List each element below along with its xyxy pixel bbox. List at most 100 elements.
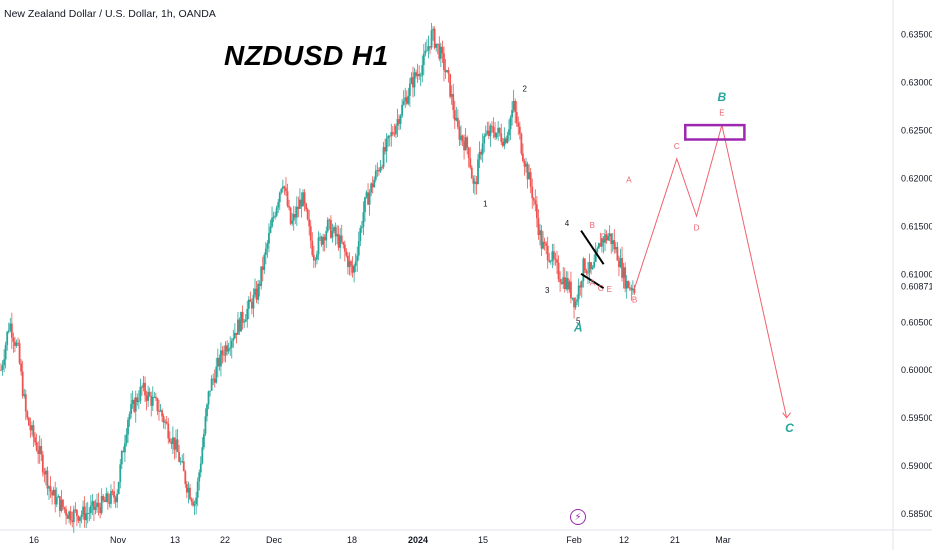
candle-body [387, 135, 390, 139]
candle-body [283, 186, 286, 189]
candle-body [379, 167, 382, 172]
candle-body [322, 236, 325, 245]
candle-body [562, 277, 565, 285]
candle-body [113, 491, 115, 498]
candle-body [3, 359, 5, 366]
candle-body [548, 260, 551, 262]
candle-body [610, 233, 613, 245]
candle-body [83, 506, 86, 521]
candle-body [316, 254, 318, 260]
candle-body [86, 513, 89, 514]
candle-body [75, 509, 78, 517]
candle-body [213, 378, 216, 383]
candle-body [351, 265, 354, 273]
candle-body [255, 288, 258, 300]
candle-body [139, 386, 142, 401]
candle-body [137, 400, 140, 402]
lightning-bolt-icon[interactable]: ⚡ [570, 509, 586, 525]
candle-body [605, 234, 608, 241]
candle-body [604, 234, 606, 243]
candle-body [539, 230, 541, 235]
candle-body [545, 243, 548, 246]
x-tick-label: Nov [110, 535, 127, 545]
candle-body [512, 100, 515, 110]
candle-body [508, 129, 510, 136]
y-tick-label: 0.60000 [901, 365, 932, 375]
candle-body [608, 233, 611, 237]
candle-body [275, 207, 278, 216]
wave-label: 4 [565, 219, 570, 228]
candle-body [531, 186, 534, 199]
candle-body [189, 487, 191, 499]
x-tick-label: 15 [478, 535, 488, 545]
wave-label: B [590, 221, 595, 230]
candle-body [153, 396, 156, 398]
candle-body [429, 46, 431, 48]
candle-body [94, 506, 97, 510]
projection-line [634, 124, 788, 418]
candle-body [480, 151, 483, 155]
candle-body [522, 153, 524, 162]
candle-body [419, 75, 422, 77]
candle-body [497, 127, 500, 133]
candle-body [535, 204, 538, 219]
candle-body [574, 301, 577, 308]
candle-body [504, 138, 507, 143]
candle-body [303, 192, 306, 204]
candle-body [469, 158, 472, 168]
candle-body [599, 243, 602, 247]
candle-body [215, 366, 218, 383]
candle-body [573, 297, 575, 308]
y-tick-label: 0.62000 [901, 173, 932, 183]
y-tick-label: 0.59500 [901, 413, 932, 423]
candle-body [602, 238, 605, 243]
candle-body [97, 502, 100, 508]
candle-body [619, 257, 622, 268]
candle-body [196, 481, 199, 498]
candle-body [127, 419, 129, 435]
candle-body [633, 288, 636, 293]
candle-body [288, 205, 290, 208]
candle-body [518, 126, 521, 134]
wave-label: E [719, 109, 724, 118]
candle-body [412, 77, 414, 88]
candle-body [206, 404, 208, 417]
candle-body [192, 501, 194, 506]
candle-body [551, 251, 554, 262]
candle-body [29, 425, 32, 431]
candle-body [515, 111, 518, 124]
candle-body [299, 199, 301, 209]
target-zone-box [684, 123, 746, 141]
candle-body [487, 130, 490, 137]
candle-body [181, 461, 184, 463]
candle-body [176, 439, 179, 452]
candle-body [511, 109, 513, 118]
candle-body [382, 147, 385, 168]
candle-body [7, 330, 10, 332]
candle-body [117, 482, 120, 494]
candle-body [631, 288, 634, 291]
candle-body [295, 206, 298, 218]
candle-body [621, 257, 623, 278]
candle-body [461, 135, 464, 142]
candle-body [474, 181, 476, 184]
candle-body [492, 126, 495, 133]
candle-body [443, 53, 445, 70]
candle-body [365, 192, 368, 198]
candle-body [116, 493, 119, 503]
candle-body [542, 241, 544, 249]
candle-body [45, 470, 47, 475]
candle-body [393, 133, 396, 135]
candle-body [436, 43, 439, 45]
candle-body [348, 261, 351, 268]
candle-body [202, 433, 205, 448]
candle-body [345, 251, 348, 256]
candle-body [31, 425, 33, 431]
candle-body [368, 192, 371, 205]
candle-body [106, 493, 109, 503]
candle-body [543, 241, 546, 244]
candle-body [119, 464, 122, 483]
candle-body [49, 486, 52, 492]
candle-body [207, 391, 210, 405]
